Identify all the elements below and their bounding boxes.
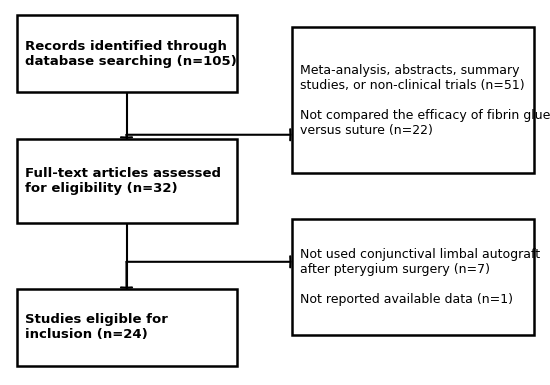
Text: Records identified through
database searching (n=105): Records identified through database sear…: [25, 40, 236, 68]
FancyBboxPatch shape: [16, 15, 236, 92]
FancyBboxPatch shape: [292, 27, 534, 173]
Text: Not used conjunctival limbal autograft
after pterygium surgery (n=7)

Not report: Not used conjunctival limbal autograft a…: [300, 248, 540, 306]
FancyBboxPatch shape: [292, 219, 534, 335]
Text: Studies eligible for
inclusion (n=24): Studies eligible for inclusion (n=24): [25, 313, 168, 341]
Text: Meta-analysis, abstracts, summary
studies, or non-clinical trials (n=51)

Not co: Meta-analysis, abstracts, summary studie…: [300, 64, 550, 137]
FancyBboxPatch shape: [16, 289, 236, 366]
FancyBboxPatch shape: [16, 139, 236, 223]
Text: Full-text articles assessed
for eligibility (n=32): Full-text articles assessed for eligibil…: [25, 167, 221, 195]
